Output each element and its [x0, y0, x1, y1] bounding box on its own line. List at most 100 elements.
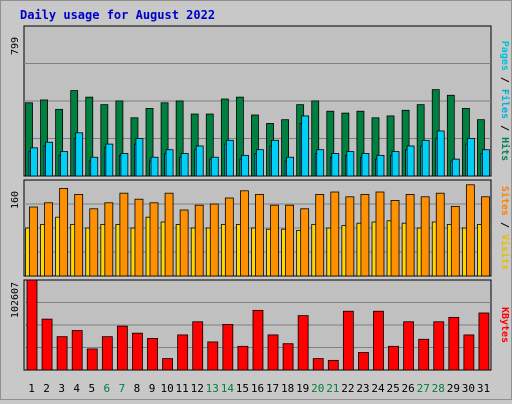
files-bar [301, 115, 310, 177]
kbytes-bar [327, 359, 339, 371]
sites-bar [255, 193, 264, 277]
chart-title: Daily usage for August 2022 [20, 8, 215, 22]
files-bar [286, 156, 294, 177]
files-bar [165, 149, 174, 177]
day-tick-label: 10 [160, 382, 173, 395]
kbytes-ymax-tick: 102607 [10, 282, 21, 318]
day-tick-label: 28 [432, 382, 445, 395]
sites-bar [149, 202, 159, 277]
sites-bar [481, 196, 490, 277]
files-bar [376, 154, 385, 177]
sites-bar [29, 206, 38, 277]
sites-bar [44, 202, 53, 277]
kbytes-axis-label: KBytes [499, 307, 510, 343]
day-tick-label: 31 [477, 382, 490, 395]
sites-bar [345, 196, 355, 277]
sites-bar [164, 192, 174, 277]
kbytes-bar [463, 334, 475, 371]
day-tick-label: 8 [134, 382, 141, 395]
sites-bar [420, 196, 430, 277]
sites-bar [59, 187, 69, 277]
kbytes-bar [86, 348, 98, 371]
files-bar [271, 139, 279, 177]
kbytes-bar [41, 318, 53, 371]
sites-bar [134, 198, 144, 277]
sites-bar [224, 197, 234, 277]
kbytes-bar [342, 310, 354, 371]
files-bar [346, 151, 355, 177]
sites-bar [360, 193, 370, 277]
files-bar [256, 149, 264, 177]
kbytes-bar [116, 325, 128, 371]
sites-bar [390, 199, 400, 277]
day-tick-label: 22 [341, 382, 354, 395]
day-tick-label: 7 [119, 382, 126, 395]
sites-bar [315, 193, 325, 277]
sites-bar [209, 203, 219, 277]
kbytes-bar [478, 312, 490, 371]
kbytes-bar [252, 309, 264, 371]
day-tick-label: 30 [462, 382, 475, 395]
kbytes-bar [177, 334, 189, 371]
kbytes-bar [433, 321, 445, 371]
kbytes-bar [237, 345, 249, 371]
day-tick-label: 16 [251, 382, 264, 395]
day-tick-label: 12 [191, 382, 204, 395]
kbytes-bar [388, 345, 399, 371]
kbytes-bar [418, 338, 430, 371]
files-bar [45, 141, 53, 177]
sites-bar [240, 190, 249, 277]
day-tick-label: 13 [206, 382, 219, 395]
files-bar [90, 156, 99, 177]
sites-bar [300, 208, 310, 277]
day-tick-label: 25 [386, 382, 399, 395]
files-bar [241, 154, 249, 177]
sites-bar [375, 191, 385, 277]
kbytes-bar [373, 310, 384, 371]
files-bar [451, 158, 460, 177]
sites-bar [89, 208, 99, 277]
sites-ymax-tick: 160 [10, 191, 21, 209]
files-bar [391, 151, 400, 177]
day-tick-label: 14 [221, 382, 235, 395]
day-tick-label: 11 [176, 382, 189, 395]
files-bar [421, 139, 430, 177]
sites-bar [74, 193, 84, 277]
pages-files-hits-axis-label: Pages / Files / Hits [499, 41, 511, 161]
kbytes-bar [358, 352, 369, 371]
day-tick-label: 21 [326, 382, 339, 395]
day-tick-label: 24 [371, 382, 385, 395]
day-tick-label: 15 [236, 382, 249, 395]
chart-panels: 799 Pages / Files / Hits 160 Sites / Visits… [10, 25, 511, 395]
sites-bar [450, 205, 460, 277]
day-tick-label: 20 [311, 382, 324, 395]
kbytes-bar [56, 336, 68, 371]
sites-bar [194, 204, 204, 277]
sites-visits-axis-label: Sites / Visits [499, 186, 511, 270]
kbytes-bar [448, 316, 460, 371]
kbytes-bar [282, 343, 294, 371]
kbytes-bar [312, 358, 324, 371]
files-bar [75, 132, 84, 177]
kbytes-bar [162, 358, 173, 371]
kbytes-bar [71, 330, 83, 371]
sites-bar [285, 204, 294, 277]
day-tick-label: 29 [447, 382, 460, 395]
sites-bar [435, 192, 445, 277]
kbytes-bar [267, 334, 279, 371]
kbytes-bar [222, 323, 234, 371]
files-bar [466, 138, 475, 177]
day-tick-label: 1 [28, 382, 35, 395]
sites-bar [405, 193, 415, 277]
files-bar [436, 130, 445, 177]
day-tick-label: 27 [417, 382, 430, 395]
files-bar [180, 153, 189, 177]
files-bar [482, 149, 490, 177]
day-tick-label: 19 [296, 382, 309, 395]
day-tick-label: 23 [356, 382, 369, 395]
sites-bar [330, 191, 340, 277]
kbytes-bar [101, 336, 113, 371]
files-bar [120, 153, 129, 177]
day-tick-label: 4 [73, 382, 80, 395]
